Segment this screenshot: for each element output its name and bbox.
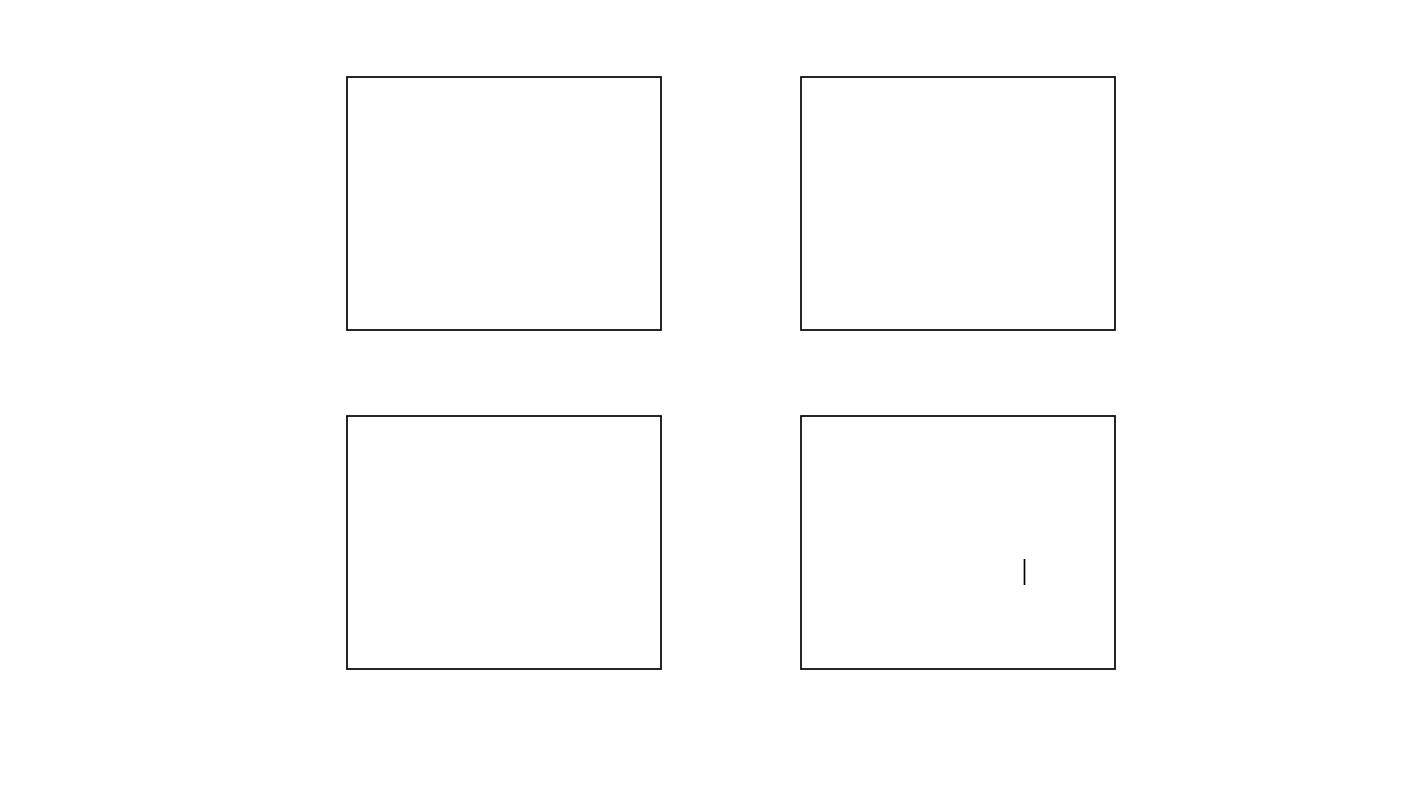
plot-frame — [800, 76, 1116, 331]
subplot-1hz — [272, 389, 702, 734]
plot-frame — [346, 415, 662, 670]
plot-frame — [346, 76, 662, 331]
legend — [980, 235, 1019, 260]
legend — [1023, 559, 1026, 585]
subplot-2hz — [726, 50, 1156, 395]
subplot-10hz — [272, 50, 702, 395]
subplot-02hz — [726, 389, 1156, 734]
legend — [526, 574, 565, 599]
legend — [526, 235, 565, 260]
plot-frame — [800, 415, 1116, 670]
